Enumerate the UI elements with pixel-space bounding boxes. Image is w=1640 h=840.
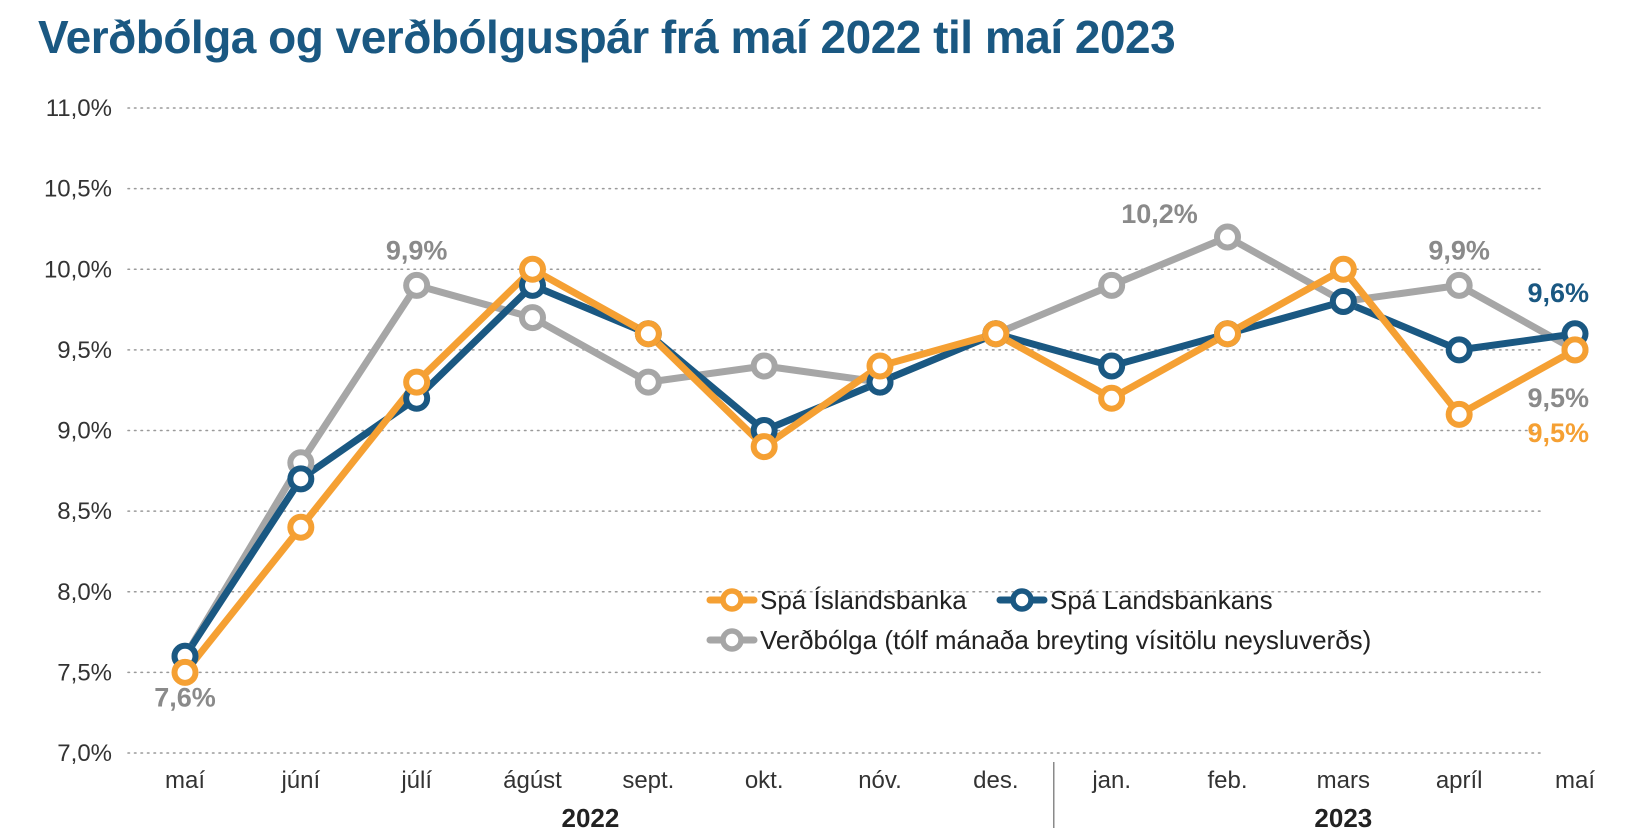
x-tick-label: júlí bbox=[400, 767, 432, 794]
gridlines bbox=[127, 107, 1546, 754]
legend-label: Spá Landsbankans bbox=[1050, 585, 1273, 615]
x-tick-label: júní bbox=[280, 767, 320, 794]
data-point bbox=[287, 513, 315, 541]
y-tick-label: 7,5% bbox=[57, 659, 112, 686]
x-tick-label: maí bbox=[165, 767, 205, 794]
data-point bbox=[1329, 255, 1357, 283]
data-point bbox=[1329, 288, 1357, 315]
data-label: 7,6% bbox=[154, 682, 216, 712]
data-point bbox=[1214, 223, 1241, 251]
x-tick-label: ágúst bbox=[503, 767, 562, 794]
data-point bbox=[287, 465, 315, 493]
data-point bbox=[1445, 336, 1473, 364]
y-tick-label: 8,0% bbox=[57, 579, 112, 606]
data-point bbox=[982, 320, 1010, 348]
data-labels: 7,6% 9,9% 10,2% 9,9% 9,6% 9,5% 9,5% bbox=[154, 199, 1589, 712]
x-tick-label: okt. bbox=[745, 767, 784, 794]
data-label: 9,5% bbox=[1527, 418, 1589, 448]
x-tick-label: nóv. bbox=[858, 767, 902, 794]
x-tick-label: feb. bbox=[1207, 767, 1247, 794]
x-tick-label: mars bbox=[1317, 767, 1370, 794]
chart-title: Verðbólga og verðbólguspár frá maí 2022 … bbox=[38, 11, 1176, 63]
data-label: 9,5% bbox=[1527, 383, 1589, 413]
data-point bbox=[1098, 271, 1126, 299]
x-axis: maí júní júlí ágúst sept. okt. nóv. des. jan. feb… bbox=[165, 762, 1595, 833]
data-point bbox=[750, 433, 778, 461]
year-label: 2023 bbox=[1314, 803, 1372, 833]
data-point bbox=[1445, 400, 1473, 428]
data-point bbox=[750, 352, 778, 380]
y-tick-label: 9,5% bbox=[57, 337, 112, 364]
series-markers bbox=[171, 223, 1589, 686]
data-point bbox=[519, 304, 546, 332]
legend: Spá Íslandsbanka Spá Landsbankans Verðbólg… bbox=[706, 585, 1371, 655]
data-label: 9,6% bbox=[1527, 278, 1589, 308]
legend-label: Verðbólga (tólf mánaða breyting vísitölu… bbox=[760, 625, 1371, 655]
data-point bbox=[1445, 271, 1473, 299]
data-point bbox=[866, 352, 894, 380]
y-axis: 7,0% 7,5% 8,0% 8,5% 9,0% 9,5% 10,0% 10,5% 11,0% bbox=[44, 95, 112, 767]
year-label: 2022 bbox=[561, 803, 619, 833]
data-point bbox=[1561, 336, 1589, 364]
x-tick-label: jan. bbox=[1091, 767, 1131, 794]
x-tick-label: maí bbox=[1555, 767, 1595, 794]
data-point bbox=[1214, 320, 1241, 348]
y-tick-label: 7,0% bbox=[57, 740, 112, 767]
data-point bbox=[1098, 384, 1126, 412]
y-tick-label: 8,5% bbox=[57, 498, 112, 525]
legend-marker bbox=[1010, 588, 1034, 612]
data-label: 9,9% bbox=[386, 235, 448, 265]
data-label: 10,2% bbox=[1121, 199, 1198, 229]
data-point bbox=[403, 368, 431, 396]
x-tick-label: sept. bbox=[622, 767, 674, 794]
data-point bbox=[634, 320, 662, 348]
data-point bbox=[519, 255, 546, 283]
y-tick-label: 11,0% bbox=[46, 95, 112, 122]
data-point bbox=[171, 658, 199, 686]
legend-marker bbox=[720, 628, 744, 652]
x-tick-label: apríl bbox=[1436, 767, 1483, 794]
y-tick-label: 10,0% bbox=[44, 256, 112, 283]
data-point bbox=[403, 271, 431, 299]
y-tick-label: 9,0% bbox=[57, 418, 112, 445]
x-tick-label: des. bbox=[973, 767, 1018, 794]
y-tick-label: 10,5% bbox=[44, 176, 112, 203]
data-point bbox=[634, 368, 662, 396]
legend-label: Spá Íslandsbanka bbox=[760, 585, 967, 615]
data-label: 9,9% bbox=[1428, 235, 1490, 265]
data-point bbox=[1098, 352, 1126, 380]
legend-marker bbox=[720, 588, 744, 612]
